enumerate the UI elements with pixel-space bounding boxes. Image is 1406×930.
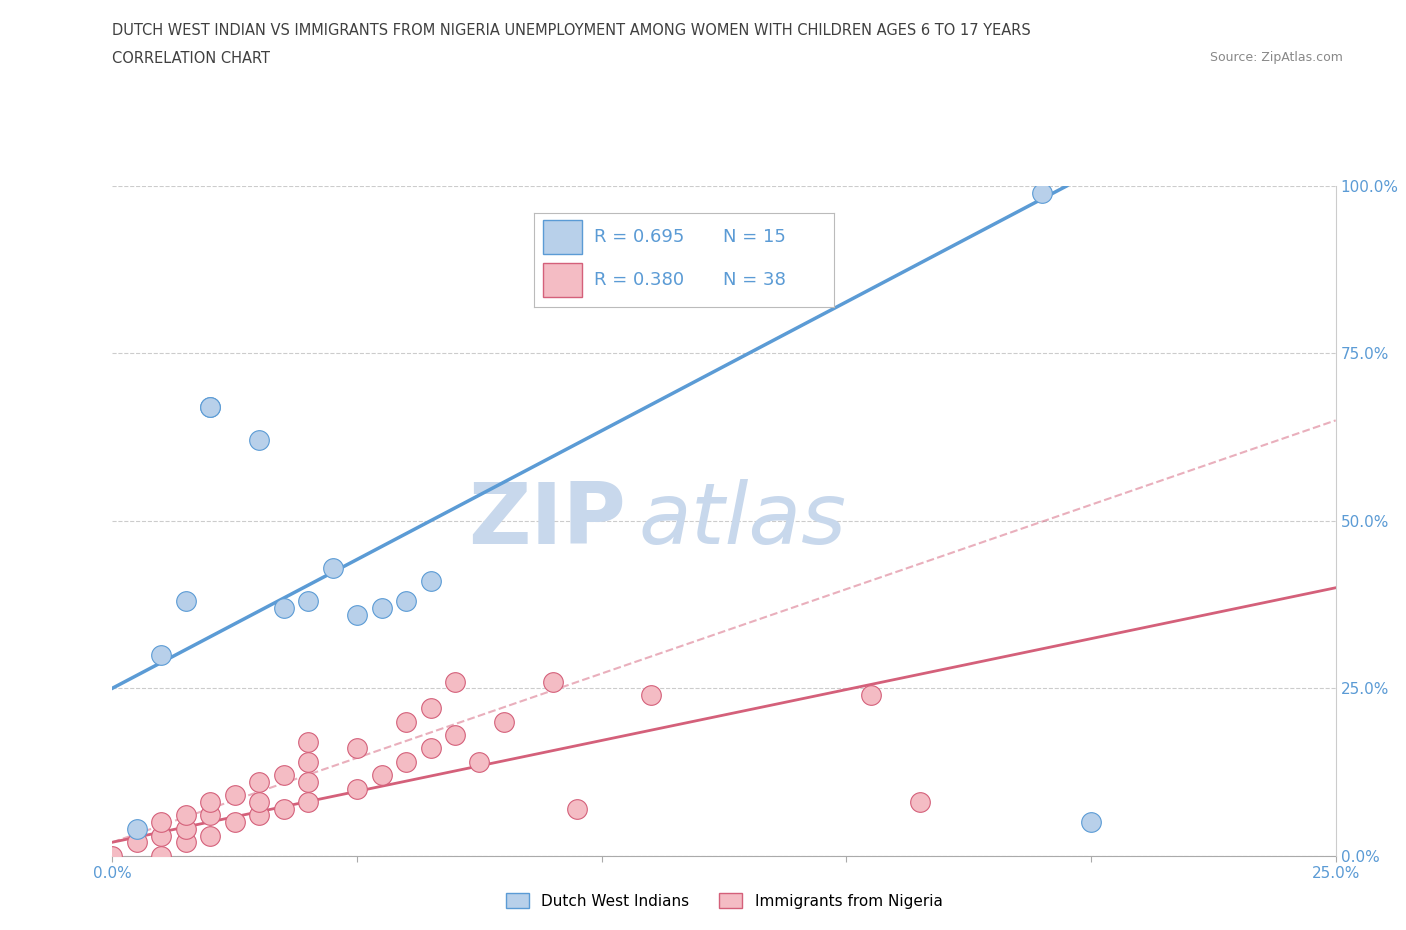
Text: N = 15: N = 15 [723, 228, 786, 246]
Point [370, 601, 392, 616]
Text: N = 38: N = 38 [723, 272, 786, 289]
Point [859, 687, 882, 702]
Point [150, 815, 173, 830]
Point [200, 794, 222, 809]
Point [125, 835, 148, 850]
Point [273, 768, 295, 783]
Point [247, 808, 270, 823]
Point [273, 601, 295, 616]
Point [297, 735, 319, 750]
Point [150, 828, 173, 843]
Text: atlas: atlas [638, 479, 846, 563]
Point [419, 701, 441, 716]
Point [346, 607, 368, 622]
Point [468, 754, 491, 769]
Point [247, 775, 270, 790]
Point [395, 593, 418, 608]
Bar [544, 220, 582, 254]
Point [297, 593, 319, 608]
Point [297, 794, 319, 809]
Point [247, 433, 270, 448]
Point [200, 808, 222, 823]
Point [908, 794, 931, 809]
Point [224, 788, 246, 803]
Legend: Dutch West Indians, Immigrants from Nigeria: Dutch West Indians, Immigrants from Nige… [499, 886, 949, 915]
Point [174, 835, 197, 850]
Text: DUTCH WEST INDIAN VS IMMIGRANTS FROM NIGERIA UNEMPLOYMENT AMONG WOMEN WITH CHILD: DUTCH WEST INDIAN VS IMMIGRANTS FROM NIG… [112, 23, 1031, 38]
Text: ZIP: ZIP [468, 479, 626, 563]
Text: R = 0.695: R = 0.695 [595, 228, 685, 246]
Point [200, 400, 222, 415]
Point [444, 674, 467, 689]
Point [125, 821, 148, 836]
Point [150, 848, 173, 863]
Point [101, 848, 124, 863]
Point [640, 687, 662, 702]
Point [1031, 185, 1053, 200]
Point [322, 560, 344, 575]
Point [567, 802, 589, 817]
Text: Source: ZipAtlas.com: Source: ZipAtlas.com [1209, 51, 1343, 64]
Point [297, 754, 319, 769]
Text: CORRELATION CHART: CORRELATION CHART [112, 51, 270, 66]
Point [444, 727, 467, 742]
Text: R = 0.380: R = 0.380 [595, 272, 685, 289]
Point [200, 828, 222, 843]
Point [273, 802, 295, 817]
Point [541, 674, 564, 689]
Point [419, 574, 441, 589]
Point [297, 775, 319, 790]
Point [174, 593, 197, 608]
Point [346, 741, 368, 756]
Point [395, 714, 418, 729]
Point [200, 400, 222, 415]
Point [419, 741, 441, 756]
Bar [544, 263, 582, 298]
Point [346, 781, 368, 796]
Point [174, 808, 197, 823]
Point [174, 821, 197, 836]
Point [247, 794, 270, 809]
Point [150, 647, 173, 662]
Point [224, 815, 246, 830]
Point [492, 714, 515, 729]
Point [1080, 815, 1102, 830]
Point [395, 754, 418, 769]
Point [370, 768, 392, 783]
